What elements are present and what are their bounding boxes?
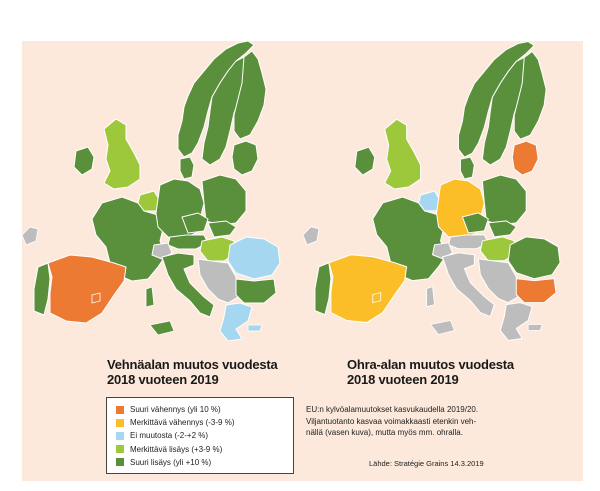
barley-map-country-poland: [481, 174, 527, 226]
wheat-map-country-slovakia: [207, 220, 237, 238]
wheat-map-title-line1: Vehnäalan muutos vuodesta: [107, 357, 278, 372]
barley-map-island-1: [426, 286, 435, 308]
legend-label: Suuri vähennys (yli 10 %): [130, 405, 221, 415]
barley-map-title-line1: Ohra-alan muutos vuodesta: [347, 357, 514, 372]
barley-map-country-uk: [384, 118, 422, 190]
wheat-map-country-poland: [201, 174, 247, 226]
legend-label: Ei muutosta (-2-+2 %): [130, 431, 209, 441]
barley-map-country-finland: [513, 50, 547, 140]
note-line: EU:n kylvöalamuutokset kasvukaudella 201…: [306, 405, 479, 414]
wheat-map-island-0: [149, 320, 175, 336]
barley-map-country-france: [372, 196, 447, 282]
wheat-map-country-greece: [219, 302, 253, 341]
legend-swatch: [116, 445, 124, 454]
barley-map-country-portugal: [314, 262, 332, 316]
barley-map-title-line2: 2018 vuoteen 2019: [347, 372, 459, 387]
barley-map-title: Ohra-alan muutos vuodesta 2018 vuoteen 2…: [347, 357, 577, 387]
wheat-map-country-czechia: [181, 212, 209, 234]
barley-map-country-czechia: [461, 212, 489, 234]
legend-item-significant-decrease: Merkittävä vähennys (-3-9 %): [116, 416, 293, 429]
wheat-map-country-baltics: [231, 140, 259, 176]
wheat-map-island-3: [247, 324, 263, 332]
wheat-map-island-1: [145, 286, 155, 308]
barley-map: [303, 41, 561, 341]
legend-swatch: [116, 405, 124, 414]
wheat-map-country-denmark: [179, 156, 195, 180]
legend-label: Merkittävä vähennys (-3-9 %): [130, 418, 235, 428]
note-line: nällä (vasen kuva), mutta myös mm. ohral…: [306, 428, 463, 437]
legend-item-no-change: Ei muutosta (-2-+2 %): [116, 429, 293, 442]
legend-label: Suuri lisäys (yli +10 %): [130, 457, 212, 467]
barley-map-island-3: [527, 324, 543, 331]
map-legend: Suuri vähennys (yli 10 %) Merkittävä väh…: [106, 397, 294, 474]
wheat-map-country-balkans: [197, 258, 239, 304]
legend-swatch: [116, 418, 124, 427]
wheat-map-island-2: [91, 292, 101, 304]
barley-map-country-ireland: [354, 146, 376, 176]
barley-map-country-italy: [442, 252, 495, 318]
barley-map-country-baltics: [511, 140, 539, 176]
note-line: Viljantuotanto kasvaa voimakkaasti etenk…: [306, 416, 477, 426]
legend-item-significant-increase: Merkittävä lisäys (+3-9 %): [116, 443, 293, 456]
barley-map-country-greece: [499, 302, 533, 341]
wheat-map-country-sweden: [201, 56, 247, 166]
legend-item-large-increase: Suuri lisäys (yli +10 %): [116, 456, 293, 469]
wheat-map-country-uk: [103, 118, 141, 190]
explanatory-note: EU:n kylvöalamuutokset kasvukaudella 201…: [306, 404, 521, 439]
barley-map-island-2: [372, 292, 382, 304]
wheat-map-island-4: [22, 226, 39, 246]
barley-map-country-denmark: [459, 156, 475, 180]
barley-map-island-0: [429, 320, 455, 335]
legend-swatch: [116, 458, 124, 467]
wheat-map-title-line2: 2018 vuoteen 2019: [107, 372, 219, 387]
barley-map-country-spain: [328, 254, 408, 324]
wheat-map: [22, 41, 281, 341]
barley-map-island-4: [303, 226, 320, 246]
wheat-map-country-france: [91, 196, 167, 282]
wheat-map-country-finland: [233, 50, 267, 140]
wheat-map-country-italy: [161, 252, 215, 318]
legend-item-large-decrease: Suuri vähennys (yli 10 %): [116, 403, 293, 416]
infographic-card: Vehnäalan muutos vuodesta 2018 vuoteen 2…: [22, 41, 583, 481]
wheat-map-title: Vehnäalan muutos vuodesta 2018 vuoteen 2…: [107, 357, 297, 387]
wheat-map-country-portugal: [33, 262, 51, 316]
barley-map-country-sweden: [481, 56, 527, 166]
legend-label: Merkittävä lisäys (+3-9 %): [130, 444, 223, 454]
source-credit: Lähde: Stratégie Grains 14.3.2019: [369, 459, 484, 468]
legend-swatch: [116, 431, 124, 440]
wheat-map-country-romania: [227, 236, 281, 280]
wheat-map-country-bulgaria: [235, 278, 277, 304]
barley-map-country-slovakia: [487, 220, 517, 238]
wheat-map-country-ireland: [73, 146, 95, 176]
barley-map-country-balkans: [477, 258, 519, 304]
wheat-map-country-spain: [47, 254, 127, 324]
barley-map-country-bulgaria: [515, 278, 557, 304]
barley-map-country-romania: [507, 236, 561, 280]
